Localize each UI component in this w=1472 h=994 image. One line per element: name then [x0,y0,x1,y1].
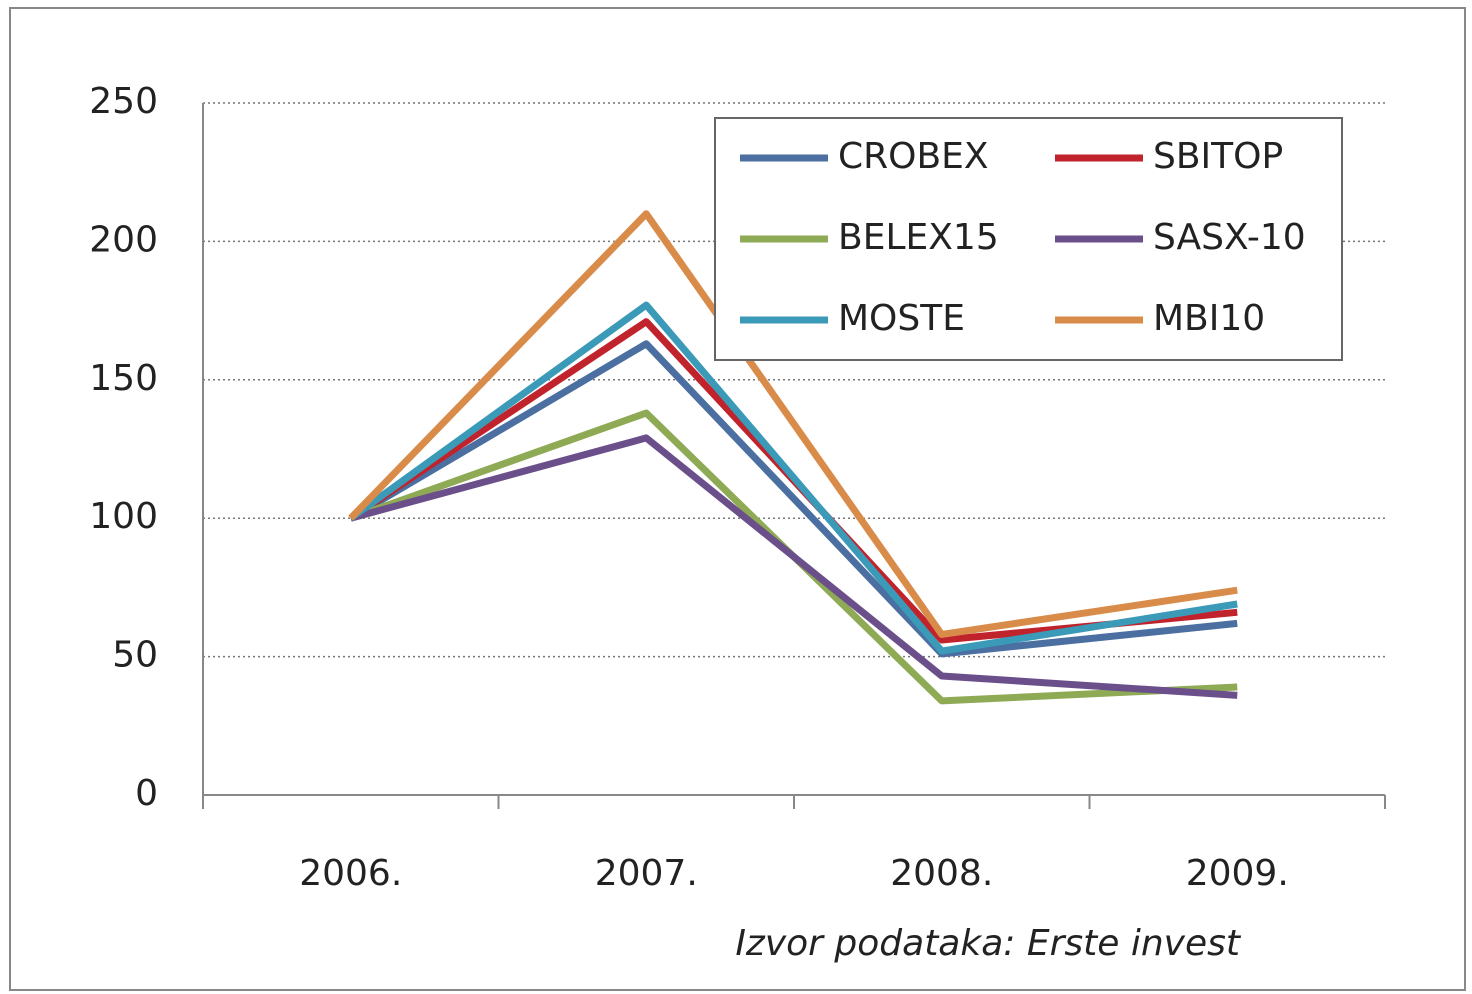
series-line [348,340,1238,658]
series-line [349,434,1238,699]
legend-label: CROBEX [838,136,989,177]
series-line [348,210,1238,638]
y-tick-label: 50 [112,635,158,676]
y-tick-label: 0 [135,773,158,814]
x-tick-label: 2008. [890,853,993,894]
x-tick-label: 2009. [1186,853,1289,894]
legend-label: BELEX15 [838,217,999,258]
legend-label: MOSTE [838,298,965,339]
legend-label: SASX-10 [1153,217,1306,258]
y-tick-label: 200 [89,219,158,260]
legend-label: MBI10 [1153,298,1265,339]
series-line [348,301,1238,655]
y-tick-label: 150 [89,358,158,399]
x-tick-label: 2006. [299,853,402,894]
y-tick-label: 100 [89,496,158,537]
source-note: Izvor podataka: Erste invest [735,923,1242,964]
y-tick-label: 250 [89,81,158,122]
legend-label: SBITOP [1153,136,1283,177]
x-tick-label: 2007. [595,853,698,894]
